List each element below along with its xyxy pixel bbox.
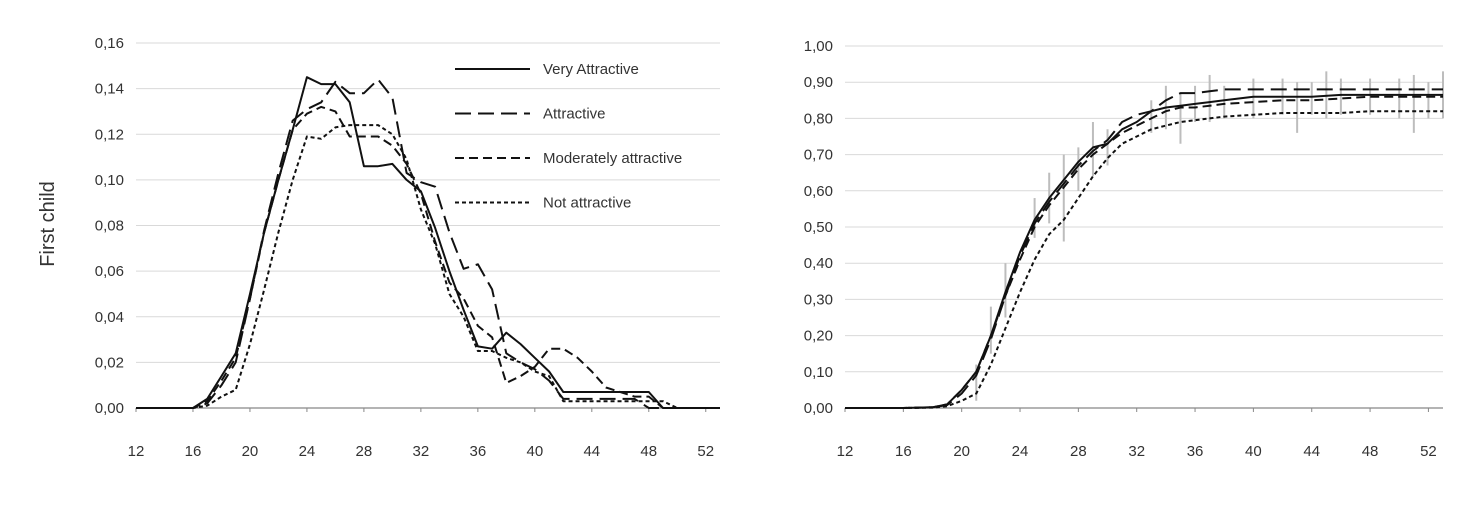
x-tick-label: 52 bbox=[1420, 443, 1437, 460]
x-tick-label: 16 bbox=[185, 443, 202, 460]
y-tick-label: 0,30 bbox=[804, 291, 833, 308]
series-line-moderately-attractive bbox=[136, 105, 720, 409]
y-tick-label: 0,70 bbox=[804, 147, 833, 164]
y-tick-label: 0,16 bbox=[95, 35, 124, 52]
y-tick-label: 0,14 bbox=[95, 81, 124, 98]
x-tick-label: 36 bbox=[470, 443, 487, 460]
y-tick-label: 0,90 bbox=[804, 74, 833, 91]
x-tick-label: 32 bbox=[1128, 443, 1145, 460]
y-tick-label: 0,04 bbox=[95, 309, 124, 326]
series-line-attractive bbox=[136, 78, 720, 409]
x-tick-label: 12 bbox=[837, 443, 854, 460]
x-tick-label: 24 bbox=[1012, 443, 1029, 460]
y-tick-label: 0,08 bbox=[95, 218, 124, 235]
x-tick-label: 20 bbox=[953, 443, 970, 460]
y-axis-label: First child bbox=[37, 181, 59, 267]
y-tick-label: 0,02 bbox=[95, 354, 124, 371]
x-tick-label: 12 bbox=[128, 443, 145, 460]
y-tick-label: 0,10 bbox=[804, 364, 833, 381]
x-tick-label: 48 bbox=[1362, 443, 1379, 460]
x-tick-label: 48 bbox=[640, 443, 657, 460]
x-tick-label: 16 bbox=[895, 443, 912, 460]
left-chart: First child 0,00 0,02 0,04 0,06 0,08 0,10 0,12… bbox=[37, 35, 720, 460]
x-tick-label: 20 bbox=[242, 443, 259, 460]
legend-label: Attractive bbox=[543, 106, 606, 123]
x-tick-label: 52 bbox=[697, 443, 714, 460]
y-tick-label: 0,00 bbox=[804, 400, 833, 417]
x-tick-label: 28 bbox=[1070, 443, 1087, 460]
series-line-moderately-attractive bbox=[845, 95, 1443, 409]
series-line-very-attractive bbox=[136, 76, 720, 409]
x-tick-label: 36 bbox=[1187, 443, 1204, 460]
y-tick-label: 0,80 bbox=[804, 110, 833, 127]
series-line-not-attractive bbox=[845, 110, 1443, 409]
x-tick-label: 24 bbox=[299, 443, 316, 460]
y-tick-label: 0,40 bbox=[804, 255, 833, 272]
y-tick-label: 0,50 bbox=[804, 219, 833, 236]
series-line-very-attractive bbox=[845, 93, 1443, 409]
y-tick-label: 0,00 bbox=[95, 400, 124, 417]
x-tick-label: 32 bbox=[413, 443, 430, 460]
y-tick-label: 0,10 bbox=[95, 172, 124, 189]
y-tick-label: 0,60 bbox=[804, 183, 833, 200]
x-tick-label: 44 bbox=[1303, 443, 1320, 460]
y-tick-label: 0,20 bbox=[804, 328, 833, 345]
right-chart: 0,00 0,10 0,20 0,30 0,40 0,50 0,60 0,70 0,80 0,90… bbox=[804, 38, 1444, 460]
y-tick-label: 1,00 bbox=[804, 38, 833, 55]
x-tick-label: 40 bbox=[526, 443, 543, 460]
legend-label: Not attractive bbox=[543, 195, 631, 212]
x-tick-label: 28 bbox=[356, 443, 373, 460]
legend-label: Moderately attractive bbox=[543, 150, 682, 167]
series-line-not-attractive bbox=[136, 124, 720, 409]
x-tick-label: 40 bbox=[1245, 443, 1262, 460]
legend-label: Very Attractive bbox=[543, 61, 639, 78]
y-tick-label: 0,12 bbox=[95, 126, 124, 143]
x-tick-label: 44 bbox=[583, 443, 600, 460]
series-line-attractive bbox=[845, 88, 1443, 409]
y-tick-label: 0,06 bbox=[95, 263, 124, 280]
